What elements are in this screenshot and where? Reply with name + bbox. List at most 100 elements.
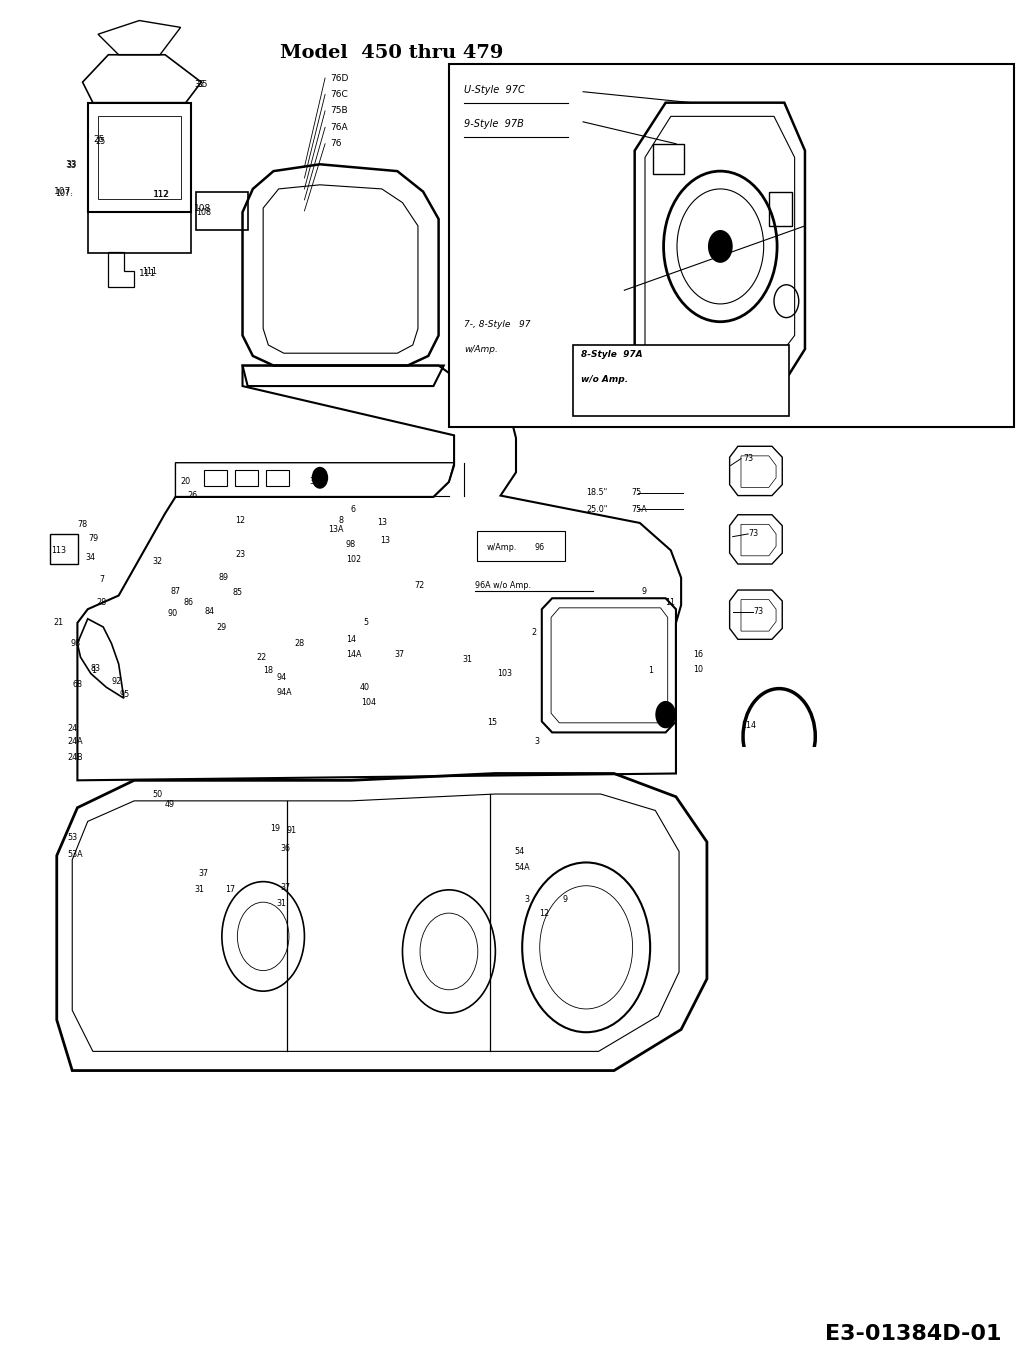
Text: 94A: 94A xyxy=(277,689,292,697)
Text: 76: 76 xyxy=(330,140,342,148)
Text: 28: 28 xyxy=(96,598,106,606)
Text: 49: 49 xyxy=(165,801,175,809)
Text: 68: 68 xyxy=(72,680,83,689)
Text: 20: 20 xyxy=(181,478,191,486)
Text: E3-01384D-01: E3-01384D-01 xyxy=(825,1324,1001,1344)
Text: 3: 3 xyxy=(535,738,540,746)
Text: 89: 89 xyxy=(219,574,229,582)
Text: w/o Amp.: w/o Amp. xyxy=(581,375,628,385)
Text: 75B: 75B xyxy=(330,107,348,115)
Text: 98: 98 xyxy=(70,639,80,648)
Text: 13: 13 xyxy=(377,519,387,527)
Text: 37: 37 xyxy=(394,650,405,658)
Text: 107.: 107. xyxy=(55,189,72,197)
Bar xyxy=(50,534,78,564)
Text: 73: 73 xyxy=(753,608,764,616)
Text: 24A: 24A xyxy=(67,738,83,746)
Text: 14: 14 xyxy=(346,635,356,643)
Text: 37: 37 xyxy=(281,883,291,891)
Text: 35: 35 xyxy=(194,81,204,89)
Text: 10: 10 xyxy=(694,665,704,674)
Text: 28: 28 xyxy=(294,639,304,648)
Text: 31: 31 xyxy=(277,899,287,908)
Text: w/Amp.: w/Amp. xyxy=(487,543,517,552)
Text: 16: 16 xyxy=(694,650,704,658)
Text: 112: 112 xyxy=(153,190,170,199)
Text: 18: 18 xyxy=(263,667,273,675)
Text: 114: 114 xyxy=(741,721,756,730)
Text: 9: 9 xyxy=(642,587,647,596)
Text: 7-, 8-Style   97: 7-, 8-Style 97 xyxy=(464,320,530,330)
Text: 6: 6 xyxy=(351,505,356,513)
Text: 91: 91 xyxy=(287,827,297,835)
Text: 108: 108 xyxy=(194,204,212,212)
Text: 31: 31 xyxy=(462,656,473,664)
Bar xyxy=(449,64,1014,427)
Bar xyxy=(235,470,258,486)
Text: Model  450 thru 479: Model 450 thru 479 xyxy=(281,44,504,62)
Bar xyxy=(266,470,289,486)
Text: 53A: 53A xyxy=(67,850,83,858)
Text: 12: 12 xyxy=(235,516,246,524)
Text: 13A: 13A xyxy=(328,526,344,534)
Circle shape xyxy=(708,230,733,263)
Text: 17: 17 xyxy=(225,886,235,894)
Text: 24B: 24B xyxy=(67,753,83,761)
Text: 14A: 14A xyxy=(346,650,361,658)
Text: 90: 90 xyxy=(167,609,178,617)
Text: 3: 3 xyxy=(524,895,529,904)
Text: 1: 1 xyxy=(91,667,96,675)
Text: 13: 13 xyxy=(380,537,390,545)
Text: 75A: 75A xyxy=(632,505,647,513)
Text: 87: 87 xyxy=(170,587,181,596)
Text: 29: 29 xyxy=(217,623,227,631)
Text: 23: 23 xyxy=(235,550,246,559)
Text: 8: 8 xyxy=(338,516,344,524)
Text: 33: 33 xyxy=(65,160,76,168)
Text: 79: 79 xyxy=(89,534,99,542)
Circle shape xyxy=(312,467,328,489)
Text: 24: 24 xyxy=(67,724,77,732)
Text: 50: 50 xyxy=(153,790,163,798)
Bar xyxy=(653,144,684,174)
Text: 94: 94 xyxy=(277,674,287,682)
Text: U-Style  97C: U-Style 97C xyxy=(464,85,525,94)
Text: w/Amp.: w/Amp. xyxy=(464,345,498,355)
Text: 72: 72 xyxy=(415,582,425,590)
Text: 25: 25 xyxy=(95,137,105,145)
Bar xyxy=(573,345,789,416)
Text: 9: 9 xyxy=(562,895,568,904)
Text: 111: 111 xyxy=(142,267,158,275)
Text: 73: 73 xyxy=(743,455,753,463)
Text: 26: 26 xyxy=(188,491,198,500)
Text: 111: 111 xyxy=(139,270,157,278)
Text: 8-Style  97A: 8-Style 97A xyxy=(581,350,643,360)
Text: 22: 22 xyxy=(256,653,266,661)
Bar xyxy=(769,192,792,226)
Text: 21: 21 xyxy=(54,619,64,627)
Text: 34: 34 xyxy=(86,553,96,561)
Text: 18.5": 18.5" xyxy=(586,489,608,497)
Text: 35: 35 xyxy=(196,81,207,89)
Text: 7: 7 xyxy=(99,575,104,583)
Text: 40: 40 xyxy=(359,683,369,691)
Text: 9-Style  97B: 9-Style 97B xyxy=(464,119,524,129)
Text: 112: 112 xyxy=(153,190,168,199)
Text: 85: 85 xyxy=(232,589,243,597)
Text: 53: 53 xyxy=(67,834,77,842)
Text: 108: 108 xyxy=(196,208,212,216)
Text: 36: 36 xyxy=(281,845,291,853)
Text: 11: 11 xyxy=(666,598,676,606)
Bar xyxy=(477,531,565,561)
Text: 95: 95 xyxy=(120,690,130,698)
Text: 1: 1 xyxy=(648,667,653,675)
Text: 96A w/o Amp.: 96A w/o Amp. xyxy=(475,582,530,590)
Text: 98: 98 xyxy=(346,541,356,549)
Text: 25.0": 25.0" xyxy=(586,505,608,513)
Text: 107.: 107. xyxy=(54,188,74,196)
Text: 104: 104 xyxy=(361,698,377,706)
Circle shape xyxy=(655,701,676,728)
Text: 103: 103 xyxy=(497,669,513,678)
Text: 113: 113 xyxy=(52,546,67,554)
Text: 102: 102 xyxy=(346,556,361,564)
